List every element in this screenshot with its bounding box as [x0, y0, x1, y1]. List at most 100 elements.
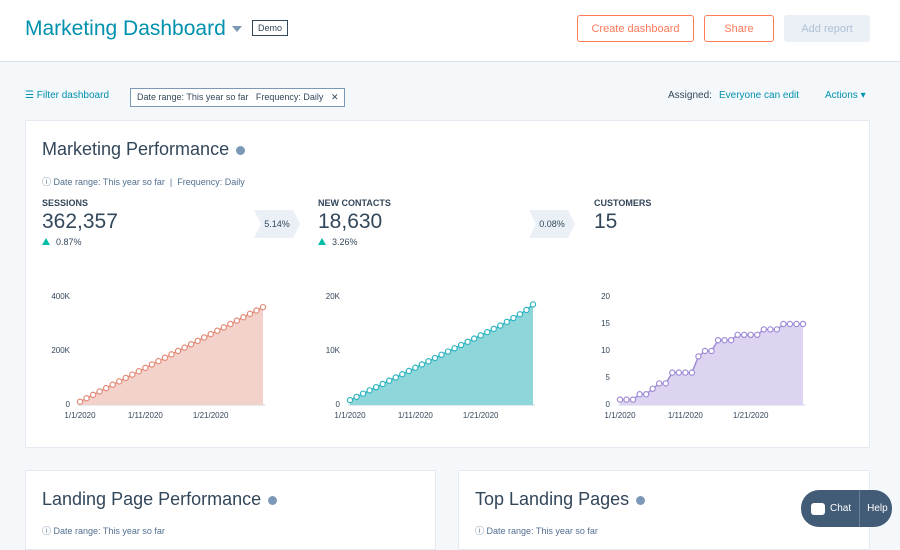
- point: [616, 396, 624, 403]
- title-text: Top Landing Pages: [475, 489, 630, 509]
- frequency: Frequency: Daily: [177, 177, 245, 187]
- card-title: Top Landing Pages: [475, 489, 646, 510]
- point: [451, 345, 458, 352]
- assigned-value[interactable]: Everyone can edit: [719, 90, 800, 101]
- y-tick-label: 5: [606, 373, 611, 382]
- point: [116, 378, 123, 385]
- metric-label: NEW CONTACTS: [318, 198, 391, 208]
- point: [240, 314, 247, 321]
- filter-link[interactable]: ☰ Filter dashboard: [25, 90, 110, 101]
- chip-frequency: Frequency: Daily: [255, 92, 324, 102]
- y-tick-label: 10K: [326, 346, 341, 355]
- metric-label: CUSTOMERS: [594, 198, 652, 208]
- point: [701, 347, 709, 355]
- dropdown-caret[interactable]: [232, 26, 242, 32]
- y-tick-label: 10: [601, 346, 610, 355]
- chart: 0 5 10 15 20 1/1/2020 1/11/2020 1/21/2020: [601, 292, 807, 420]
- point: [148, 361, 156, 368]
- metric-change: 3.26%: [318, 237, 358, 247]
- point: [688, 369, 696, 376]
- point: [359, 390, 367, 397]
- metric-value: 18,630: [318, 210, 383, 233]
- point: [734, 331, 741, 339]
- point: [227, 320, 234, 328]
- point: [649, 385, 656, 393]
- help[interactable]: Help: [859, 490, 888, 527]
- assigned-label: Assigned:: [668, 90, 712, 101]
- actions[interactable]: Actions ▾: [825, 90, 866, 101]
- chat[interactable]: Chat: [830, 503, 852, 514]
- point: [767, 326, 774, 333]
- point: [207, 330, 214, 338]
- button[interactable]: Share: [704, 15, 774, 42]
- badge: Demo: [252, 20, 289, 36]
- metric-value: 15: [594, 210, 618, 233]
- title-text: Landing Page Performance: [42, 489, 262, 509]
- point: [366, 387, 373, 394]
- filter-chip[interactable]: Date range: This year so far Frequency: …: [130, 88, 346, 107]
- point: [155, 357, 162, 365]
- date-range: ⓘ Date range: This year so far: [475, 526, 598, 536]
- point: [129, 371, 136, 378]
- point: [89, 391, 97, 399]
- date-range-text: Date range: This year so far: [486, 526, 598, 536]
- up-arrow: [318, 238, 326, 245]
- point: [246, 310, 254, 318]
- point: [372, 383, 380, 391]
- metric-value: 362,357: [42, 210, 118, 233]
- point: [353, 393, 360, 401]
- title-text: Marketing Performance: [42, 139, 230, 159]
- point: [438, 351, 445, 358]
- y-tick-label: 20K: [326, 292, 341, 301]
- chat-widget[interactable]: Chat Help: [801, 490, 892, 527]
- point: [636, 390, 643, 398]
- point: [662, 380, 669, 387]
- card-filters: ⓘ Date range: This year so far | Frequen…: [42, 177, 245, 187]
- point: [740, 331, 748, 339]
- point: [161, 354, 169, 361]
- chart: 0 200K 400K 1/1/2020 1/11/2020 1/21/2020: [51, 292, 267, 420]
- x-tick-label: 1/1/2020: [604, 411, 636, 420]
- point: [346, 396, 354, 404]
- point: [457, 341, 465, 349]
- y-tick-label: 400K: [51, 292, 70, 301]
- point: [503, 318, 511, 326]
- landing-performance-card: Landing Page Performance ⓘ Date range: T…: [25, 470, 436, 550]
- point: [695, 353, 702, 360]
- dashboard-title[interactable]: Marketing Dashboard: [25, 17, 226, 40]
- metric-change: 0.87%: [42, 237, 82, 247]
- point: [405, 367, 413, 375]
- point: [516, 311, 524, 318]
- point: [187, 341, 195, 348]
- point: [135, 368, 143, 375]
- date-range: Date range: This year so far: [53, 177, 165, 187]
- card-title: Landing Page Performance: [42, 489, 278, 510]
- point: [220, 324, 227, 331]
- x-tick-label: 1/1/2020: [64, 411, 96, 420]
- point: [259, 303, 267, 311]
- change-text: 0.87%: [56, 237, 82, 247]
- y-tick-label: 20: [601, 292, 610, 301]
- button[interactable]: Create dashboard: [577, 15, 694, 42]
- point: [425, 358, 432, 365]
- point: [418, 361, 426, 368]
- point: [642, 390, 650, 398]
- change-text: 3.26%: [332, 237, 358, 247]
- point: [379, 380, 386, 388]
- point: [490, 325, 497, 333]
- point: [799, 320, 807, 328]
- chip-date: Date range: This year so far: [137, 92, 249, 102]
- point: [174, 347, 182, 355]
- filter-text[interactable]: Filter dashboard: [36, 90, 110, 101]
- conversion: 5.14%: [254, 210, 300, 238]
- date-range: ⓘ Date range: This year so far: [42, 526, 165, 536]
- point: [431, 354, 439, 362]
- actions-text[interactable]: Actions: [825, 90, 858, 101]
- x-tick-label: 1/21/2020: [463, 411, 499, 420]
- point: [484, 328, 491, 336]
- y-tick-label: 0: [606, 400, 611, 409]
- point: [780, 320, 787, 328]
- point: [708, 347, 715, 355]
- point: [786, 320, 794, 328]
- point: [464, 338, 471, 346]
